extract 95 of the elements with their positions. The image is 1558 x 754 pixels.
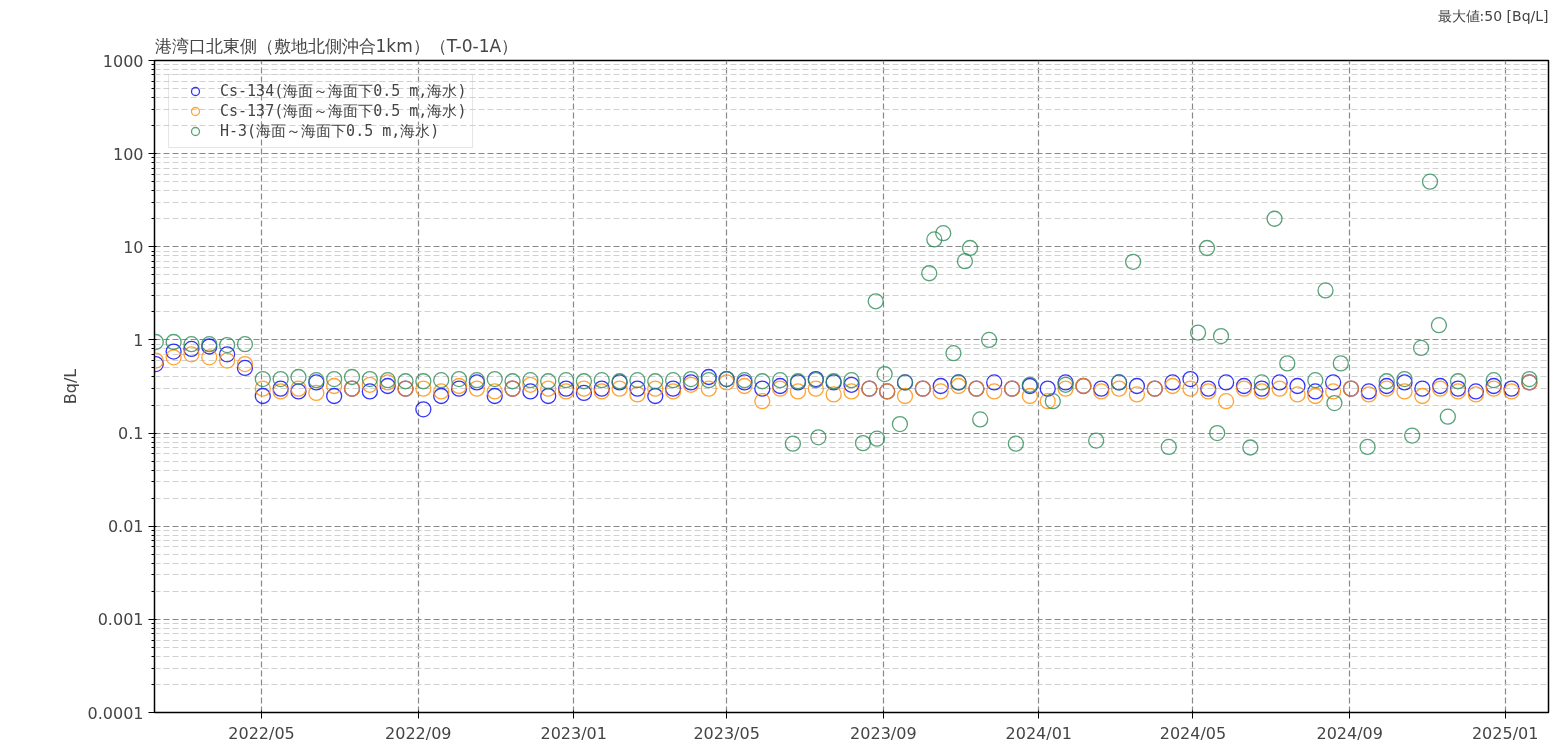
point: [254, 370, 271, 388]
point: [1307, 372, 1324, 389]
y-tick-label: 100: [112, 144, 144, 164]
x-tick-label: 2023/09: [850, 723, 917, 743]
point: [1317, 282, 1334, 299]
point: [961, 239, 979, 257]
x-tick-label: 2022/09: [385, 723, 452, 743]
point: [1266, 210, 1283, 227]
point: [1412, 339, 1430, 357]
point: [647, 373, 664, 390]
point: [486, 370, 503, 388]
point: [1521, 370, 1538, 388]
point: [504, 373, 521, 390]
point: [1404, 427, 1421, 444]
point: [891, 415, 909, 433]
point: [433, 372, 450, 389]
x-tick-label: 2024/05: [1159, 723, 1227, 743]
point: [629, 372, 646, 389]
legend-label: Cs-137(海面～海面下0.5 m,海水): [220, 101, 467, 121]
point: [397, 373, 414, 390]
y-tick-label: 0.1: [118, 424, 144, 444]
point: [361, 370, 378, 388]
point: [868, 430, 886, 447]
y-tick-label: 0.0001: [87, 703, 144, 723]
point: [1439, 408, 1456, 425]
legend-label: H-3(海面～海面下0.5 m,海水): [220, 121, 440, 141]
point: [935, 225, 952, 242]
x-tick-label: 2023/01: [540, 723, 607, 743]
point: [557, 372, 575, 389]
point: [522, 372, 539, 389]
y-tick-label: 0.001: [97, 610, 144, 630]
point: [700, 372, 717, 389]
point: [754, 373, 771, 390]
point: [326, 370, 343, 388]
point: [1279, 355, 1296, 372]
point: [183, 336, 200, 353]
point: [1485, 372, 1502, 389]
point: [921, 265, 938, 282]
point: [664, 372, 682, 389]
point: [1332, 355, 1349, 372]
x-tick-label: 2022/05: [228, 723, 295, 743]
point: [945, 345, 962, 362]
point: [1212, 327, 1230, 345]
point: [956, 253, 974, 270]
point: [1044, 393, 1061, 410]
point: [575, 373, 593, 390]
x-tick-label: 2023/05: [693, 723, 760, 743]
point: [980, 331, 998, 349]
y-tick-label: 1000: [102, 51, 144, 71]
point: [1124, 253, 1142, 270]
point: [854, 434, 872, 452]
point: [236, 336, 254, 353]
point: [540, 373, 557, 390]
point: [876, 365, 893, 383]
y-axis-title: Bq/L: [60, 368, 80, 405]
point: [1359, 438, 1376, 456]
point: [343, 368, 361, 386]
point: [867, 293, 884, 310]
point: [843, 372, 860, 389]
point: [1160, 438, 1177, 456]
point: [593, 372, 610, 389]
point: [1253, 374, 1270, 391]
x-tick-label: 2025/01: [1471, 723, 1539, 743]
point: [290, 368, 307, 386]
chart-title: 港湾口北東側（敷地北側沖合1km）（T-0-1A）: [154, 35, 519, 56]
point: [272, 370, 289, 388]
y-tick-label: 0.01: [107, 517, 144, 537]
point: [810, 429, 827, 446]
point: [1209, 424, 1226, 442]
x-tick-label: 2024/09: [1316, 723, 1383, 743]
point: [972, 411, 989, 428]
point: [1430, 317, 1448, 334]
x-tick-label: 2024/01: [1005, 723, 1073, 743]
point: [784, 435, 802, 452]
point: [682, 370, 700, 388]
point: [771, 372, 789, 389]
point: [1421, 173, 1439, 190]
point: [450, 370, 468, 388]
point: [218, 336, 236, 354]
legend-label: Cs-134(海面～海面下0.5 m,海水): [220, 81, 467, 101]
point: [1189, 324, 1207, 341]
point: [165, 333, 182, 351]
point: [1396, 370, 1413, 388]
point: [1198, 239, 1216, 257]
point: [926, 231, 943, 248]
point: [1326, 394, 1343, 412]
point: [1449, 373, 1467, 390]
text: 最大値:50 [Bq/L]: [1437, 7, 1549, 24]
point: [1242, 439, 1259, 456]
point: [1378, 373, 1395, 390]
y-tick-label: 10: [123, 237, 144, 257]
point: [1007, 435, 1025, 452]
y-tick-label: 1: [133, 330, 144, 350]
point: [1088, 432, 1105, 449]
point: [415, 373, 432, 390]
